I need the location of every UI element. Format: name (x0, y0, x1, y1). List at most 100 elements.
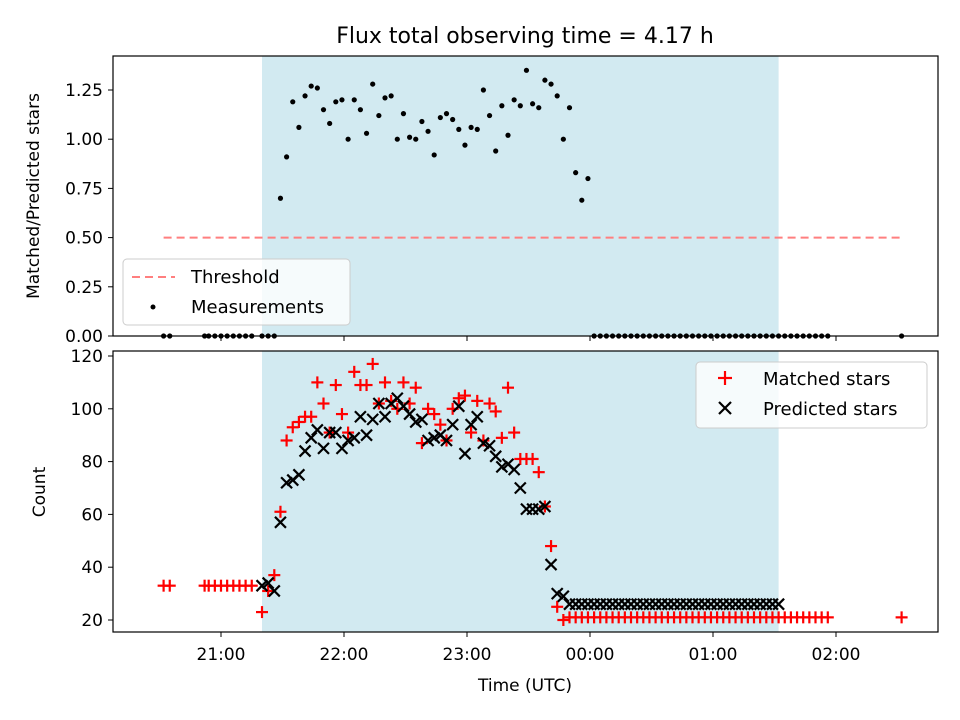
matched-star-point (292, 416, 305, 428)
predicted-star-point (347, 431, 361, 445)
bottom-x-tick-label: 01:00 (689, 645, 738, 665)
top-y-tick-label: 1.00 (65, 130, 103, 150)
matched-star-point (551, 600, 564, 613)
top-y-tick-label: 0.75 (65, 179, 103, 199)
matched-star-point (305, 410, 318, 423)
bottom-y-tick-label: 80 (81, 453, 103, 473)
top-y-axis-label: Matched/Predicted stars (24, 93, 44, 299)
bottom-x-tick-label: 22:00 (320, 645, 369, 665)
matched-star-point (329, 379, 342, 392)
measurement-point (566, 105, 573, 111)
predicted-star-point (458, 447, 472, 460)
matched-star-point (422, 402, 435, 415)
predicted-star-point (366, 413, 379, 426)
matched-star-point (366, 357, 379, 370)
chart-title: Flux total observing time = 4.17 h (336, 24, 714, 49)
matched-star-point (895, 611, 908, 624)
measurement-point (308, 83, 314, 89)
matched-star-point (409, 381, 422, 394)
x-axis-label: Time (UTC) (477, 676, 572, 696)
predicted-star-point (489, 450, 502, 463)
matched-star-point (452, 392, 465, 405)
matched-star-point (163, 579, 176, 592)
measurement-point (363, 130, 370, 136)
measurement-point (290, 99, 296, 105)
predicted-star-point (261, 576, 275, 590)
bottom-y-tick-label: 20 (81, 611, 103, 631)
predicted-star-point (544, 558, 558, 571)
bottom-y-tick-label: 40 (81, 558, 103, 578)
legend-predicted-swatch (718, 401, 732, 415)
measurement-point (333, 99, 339, 105)
bottom-y-tick-label: 60 (81, 505, 103, 525)
matched-star-point (557, 614, 570, 626)
predicted-star-point (354, 410, 367, 423)
measurement-point (320, 107, 327, 113)
bottom-panel: 20 40 60 80 100 120 21:00 22:00 23:00 00:00 01:00… (30, 347, 939, 696)
measurement-point (542, 77, 548, 83)
predicted-star-point (403, 407, 416, 421)
predicted-star-point (311, 423, 324, 437)
measurement-point (486, 112, 493, 119)
measurement-point (296, 124, 302, 130)
measurement-point (493, 148, 499, 154)
measurement-point (554, 93, 560, 99)
measurement-point (407, 134, 413, 140)
predicted-star-point (415, 413, 429, 426)
predicted-star-point (507, 463, 521, 476)
measurement-point (277, 195, 284, 201)
measurement-point (548, 81, 554, 87)
predicted-star-point (397, 399, 410, 413)
bottom-y-axis-label: Count (30, 466, 50, 517)
matched-star-point (262, 584, 275, 597)
matched-star-point (489, 405, 502, 418)
measurement-point (357, 107, 363, 113)
measurement-point (425, 128, 431, 134)
measurement-point (394, 136, 400, 142)
matched-star-point (526, 452, 539, 465)
top-y-ticks: 0.00 0.25 0.50 0.75 1.00 1.25 (65, 81, 113, 347)
measurement-point (505, 132, 511, 138)
bottom-y-ticks: 20 40 60 80 100 120 (71, 347, 113, 631)
predicted-star-point (538, 500, 552, 513)
legend-matched-swatch (718, 371, 732, 385)
top-y-tick-label: 0.25 (65, 278, 103, 298)
matched-star-point (483, 397, 496, 410)
measurement-point (523, 67, 530, 73)
legend-measurement-label: Measurements (191, 297, 324, 318)
legend-threshold-label: Threshold (190, 267, 280, 288)
measurement-point (585, 175, 591, 182)
top-y-tick-label: 0.50 (65, 229, 103, 249)
bottom-x-ticks: 21:00 22:00 23:00 00:00 01:00 02:00 (197, 632, 861, 665)
predicted-star-point (298, 444, 312, 458)
predicted-star-point (317, 442, 330, 455)
measurement-point (474, 126, 480, 132)
measurement-point (462, 142, 468, 148)
measurement-point (400, 111, 407, 117)
bottom-y-tick-label: 120 (71, 347, 103, 367)
predicted-star-point (557, 589, 570, 603)
predicted-star-point (304, 431, 318, 445)
measurement-point (560, 136, 566, 142)
predicted-star-points (255, 391, 785, 611)
matched-star-point (256, 606, 268, 619)
matched-star-point (342, 426, 355, 439)
bottom-x-tick-label: 21:00 (197, 645, 246, 665)
measurement-point (579, 197, 585, 203)
measurement-point (450, 116, 456, 123)
matched-star-point (268, 569, 281, 582)
matched-star-point (379, 376, 391, 389)
predicted-star-point (391, 391, 404, 405)
matched-star-point (245, 579, 258, 592)
legend-measurement-swatch (150, 304, 156, 310)
predicted-star-point (372, 397, 386, 410)
measurement-point (431, 152, 437, 158)
measurement-point (327, 120, 333, 127)
matched-star-point (502, 381, 514, 394)
top-panel: 0.00 0.25 0.50 0.75 1.00 1.25 Matched/Predict… (24, 55, 939, 347)
measurement-point (284, 154, 290, 160)
predicted-star-point (274, 516, 287, 529)
predicted-star-point (514, 481, 527, 495)
matched-star-point (465, 426, 478, 439)
